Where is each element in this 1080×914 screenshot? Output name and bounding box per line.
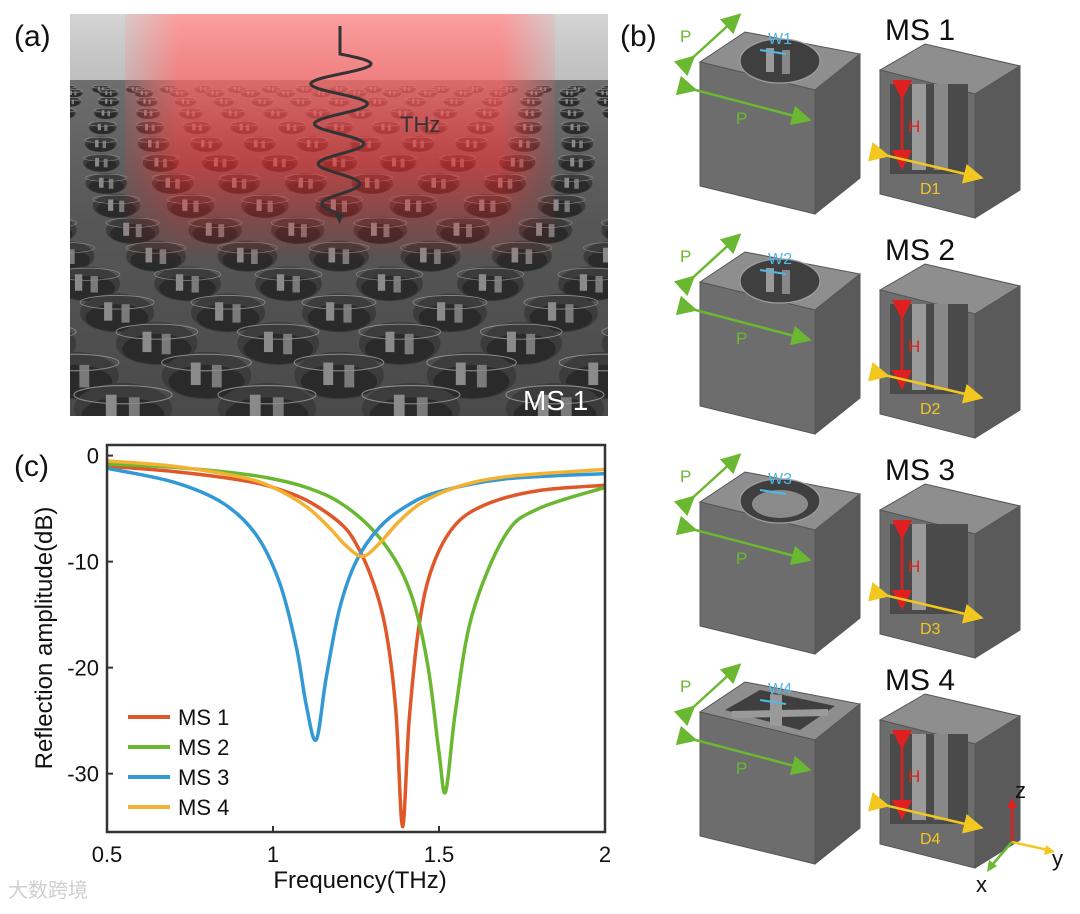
period-label: P [680,27,691,46]
y-tick-label: -20 [67,656,99,681]
height-label: H [908,557,920,576]
height-label: H [908,767,920,786]
unit-cell-svg: P P W1 H D1 MS 1 P P W2 H D2 MS 2 P P W3 H D3 MS 3 P P W4 H D4… [660,0,1080,909]
legend-entry: MS 4 [178,795,229,820]
diameter-label: D2 [920,401,941,418]
width-label: W4 [768,681,792,698]
x-axis-label: Frequency(THz) [273,867,446,894]
diameter-label: D3 [920,621,941,638]
y-tick-label: -10 [67,550,99,575]
y-tick-label: -30 [67,762,99,787]
period-label: P [736,109,747,128]
unit-cell-name: MS 2 [885,234,955,267]
z-axis-label: z [1015,778,1026,803]
unit-cell-name: MS 1 [885,14,955,47]
period-label: P [680,677,691,696]
diameter-label: D4 [920,831,941,848]
period-label: P [680,247,691,266]
wave-label: THz [400,112,440,137]
x-tick-label: 2 [599,842,611,867]
panel-label-b: (b) [620,20,657,54]
unit-cell-hole [294,352,384,399]
unit-cell-hole [89,121,117,134]
x-tick-label: 1.5 [424,842,455,867]
legend: MS 1 MS 2 MS 3 MS 4 [128,705,229,820]
unit-cell-hole [85,136,117,152]
unit-cell-hole [359,322,441,365]
unit-cell-hole [356,266,423,301]
unit-cell-3: P P W3 H D3 MS 3 [680,454,1020,658]
y-axis-label: Reflection amplitude(dB) [31,507,58,770]
unit-cell-1: P P W1 H D1 MS 1 [680,14,1020,218]
x-tick-label: 1 [267,842,279,867]
unit-cell-hole [562,121,590,134]
y-axis [1012,842,1048,850]
width-label: W2 [768,251,792,268]
unit-cell-hole [255,266,322,301]
unit-cell-hole [237,322,319,365]
unit-cell-name: MS 3 [885,454,955,487]
unit-cell-hole [561,136,593,152]
diameter-label: D1 [920,181,941,198]
period-label: P [736,759,747,778]
period-label: P [736,329,747,348]
unit-cell-hole [83,154,119,172]
unit-cell-hole [560,108,584,119]
structure-label: MS 1 [523,385,588,416]
height-label: H [908,117,920,136]
period-label: P [680,467,691,486]
chart-svg: 0.5 1 1.5 2 0 -10 -20 -30 Frequency(THz) Reflec… [0,430,640,909]
panel-label-a: (a) [14,20,51,54]
unit-cell-hole [218,383,316,416]
watermark: 大数跨境 [8,874,88,903]
reflection-chart: 0.5 1 1.5 2 0 -10 -20 -30 Frequency(THz) Reflec… [0,430,640,909]
x-axis-label: x [976,872,987,897]
metasurface-render: THz MS 1 [70,14,608,416]
x-tick-label: 0.5 [92,842,123,867]
height-label: H [908,337,920,356]
unit-cell-hole [74,383,172,416]
series-line-ms-3 [107,468,605,740]
unit-cell-name: MS 4 [885,664,955,697]
width-label: W3 [768,471,792,488]
unit-cell-hole [362,383,460,416]
unit-cell-hole [98,97,119,107]
y-tick-label: 0 [87,444,99,469]
unit-cell-2: P P W2 H D2 MS 2 [680,234,1020,438]
unit-cell-hole [99,89,118,98]
unit-cell-hole [560,89,579,98]
legend-entry: MS 1 [178,705,229,730]
unit-cell-schematics: P P W1 H D1 MS 1 P P W2 H D2 MS 2 P P W3 H D3 MS 3 P P W4 H D4… [660,0,1080,909]
unit-cell-hole [85,173,127,194]
y-axis-label: y [1052,846,1063,871]
unit-cell-hole [551,173,593,194]
width-label: W1 [768,31,792,48]
period-label: P [736,549,747,568]
unit-cell-hole [558,154,594,172]
legend-entry: MS 3 [178,765,229,790]
unit-cell-hole [302,294,376,333]
unit-cell-hole [94,108,118,119]
unit-cell-4: P P W4 H D4 MS 4 [680,664,1020,868]
metasurface-render-svg: THz MS 1 [70,14,608,416]
unit-cell-hole [559,97,580,107]
legend-entry: MS 2 [178,735,229,760]
